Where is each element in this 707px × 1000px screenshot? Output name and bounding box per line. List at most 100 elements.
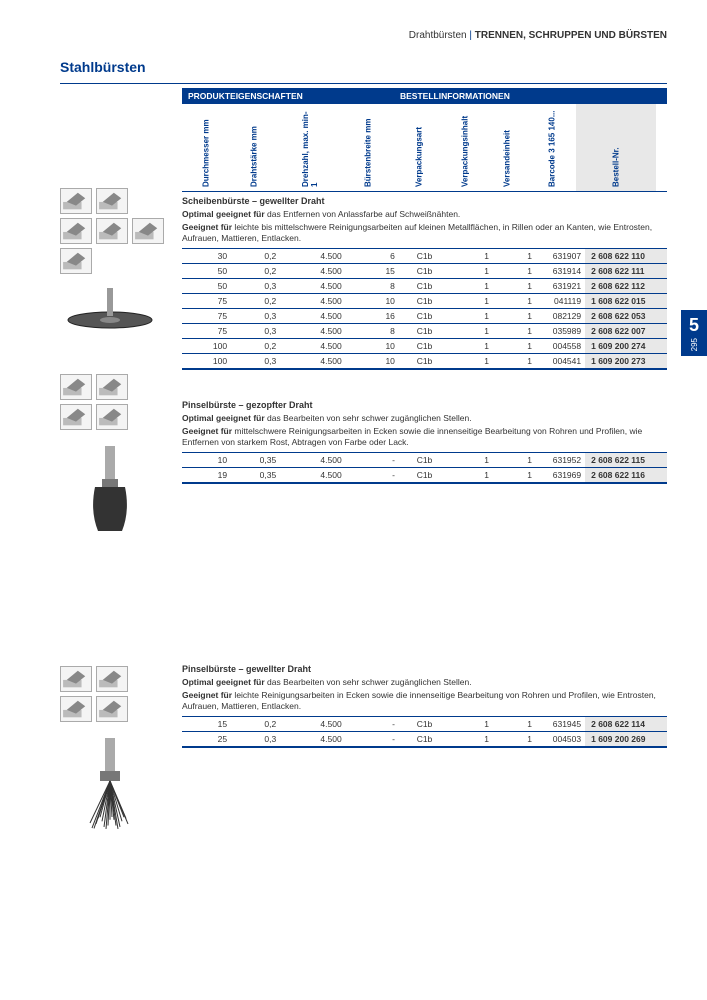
section-optimal: Optimal geeignet für das Bearbeiten von … [182, 413, 667, 423]
application-icon [132, 218, 164, 244]
table-cell: 1 [450, 248, 493, 263]
table-cell: 4.500 [280, 353, 345, 369]
table-row: 150,24.500-C1b116319452 608 622 114 [182, 716, 667, 731]
table-cell: 1 [493, 263, 536, 278]
table-cell: 75 [182, 308, 231, 323]
table-cell: 4.500 [280, 467, 345, 483]
table-cell: 1 [450, 323, 493, 338]
table-cell: C1b [399, 248, 450, 263]
column-headers: Durchmesser mm Drahtstärke mm Drehzahl, … [182, 104, 667, 192]
table-cell: 100 [182, 353, 231, 369]
table-row: 750,34.5008C1b110359892 608 622 007 [182, 323, 667, 338]
table-cell: 10 [182, 452, 231, 467]
table-cell: 10 [346, 353, 399, 369]
table-cell: 2 608 622 115 [585, 452, 667, 467]
table-cell: 4.500 [280, 278, 345, 293]
product-table: 100,354.500-C1b116319522 608 622 115190,… [182, 452, 667, 484]
table-cell: 082129 [536, 308, 585, 323]
table-cell: 1 [450, 731, 493, 747]
col-ship-unit: Versandeinheit [486, 104, 528, 191]
table-cell: 1 [493, 338, 536, 353]
table-cell: C1b [399, 278, 450, 293]
table-cell: 8 [346, 323, 399, 338]
table-cell: 0,3 [231, 731, 280, 747]
table-cell: 004503 [536, 731, 585, 747]
table-cell: 041119 [536, 293, 585, 308]
table-cell: 0,2 [231, 338, 280, 353]
table-cell: 1 608 622 015 [585, 293, 667, 308]
table-cell: 631969 [536, 467, 585, 483]
chapter-number: 5 [689, 315, 699, 336]
table-cell: C1b [399, 731, 450, 747]
table-cell: C1b [399, 716, 450, 731]
table-row: 1000,24.50010C1b110045581 609 200 274 [182, 338, 667, 353]
table-cell: 2 608 622 116 [585, 467, 667, 483]
table-cell: 19 [182, 467, 231, 483]
table-cell: - [346, 731, 399, 747]
col-wire-thickness: Drahtstärke mm [230, 104, 278, 191]
table-cell: 631914 [536, 263, 585, 278]
section-icons [60, 188, 170, 344]
table-cell: 75 [182, 293, 231, 308]
table-cell: 1 609 200 273 [585, 353, 667, 369]
table-cell: 50 [182, 278, 231, 293]
breadcrumb: Drahtbürsten | TRENNEN, SCHRUPPEN UND BÜ… [60, 30, 667, 41]
application-icon [96, 374, 128, 400]
application-icon [96, 666, 128, 692]
table-cell: 6 [346, 248, 399, 263]
table-row: 300,24.5006C1b116319072 608 622 110 [182, 248, 667, 263]
table-cell: 1 [450, 308, 493, 323]
table-cell: 1 [493, 452, 536, 467]
table-cell: 0,3 [231, 278, 280, 293]
breadcrumb-category: Drahtbürsten [409, 30, 467, 41]
table-cell: 1 [450, 716, 493, 731]
table-cell: 1 [493, 278, 536, 293]
table-cell: 2 608 622 114 [585, 716, 667, 731]
table-cell: 4.500 [280, 248, 345, 263]
section-icons [60, 374, 170, 546]
breadcrumb-sep: | [469, 30, 472, 41]
table-cell: 2 608 622 007 [585, 323, 667, 338]
table-cell: 1 [493, 731, 536, 747]
table-cell: 035989 [536, 323, 585, 338]
application-icon [60, 218, 92, 244]
table-cell: 631952 [536, 452, 585, 467]
application-icon [60, 404, 92, 430]
table-cell: 8 [346, 278, 399, 293]
product-table: 150,24.500-C1b116319452 608 622 114250,3… [182, 716, 667, 748]
table-header-bar: PRODUKTEIGENSCHAFTEN BESTELLINFORMATIONE… [182, 88, 667, 104]
section-title: Scheibenbürste – gewellter Draht [182, 196, 667, 206]
page-title: Stahlbürsten [60, 59, 667, 75]
product-section: Scheibenbürste – gewellter DrahtOptimal … [182, 196, 667, 370]
application-icon [60, 248, 92, 274]
application-icon [96, 696, 128, 722]
title-rule [60, 83, 667, 84]
page-tab: 5 295 [681, 310, 707, 356]
table-cell: C1b [399, 323, 450, 338]
col-order-no: Bestell-Nr. [576, 104, 656, 191]
application-icon [96, 218, 128, 244]
table-cell: 4.500 [280, 716, 345, 731]
table-cell: C1b [399, 308, 450, 323]
table-row: 750,34.50016C1b110821292 608 622 053 [182, 308, 667, 323]
table-cell: 1 [493, 353, 536, 369]
table-cell: 0,2 [231, 716, 280, 731]
table-cell: 1 609 200 274 [585, 338, 667, 353]
section-suitable: Geeignet für mittelschwere Reinigungsarb… [182, 426, 667, 449]
col-pack-type: Verpackungsart [394, 104, 444, 191]
table-cell: 15 [346, 263, 399, 278]
header-product-properties: PRODUKTEIGENSCHAFTEN [182, 88, 394, 104]
product-image [60, 280, 160, 344]
section-suitable: Geeignet für leichte Reinigungsarbeiten … [182, 690, 667, 713]
breadcrumb-main: TRENNEN, SCHRUPPEN UND BÜRSTEN [475, 30, 667, 41]
application-icon [96, 404, 128, 430]
table-row: 500,24.50015C1b116319142 608 622 111 [182, 263, 667, 278]
table-cell: 1 [450, 278, 493, 293]
col-brush-width: Bürstenbreite mm [342, 104, 394, 191]
table-cell: 4.500 [280, 338, 345, 353]
table-row: 750,24.50010C1b110411191 608 622 015 [182, 293, 667, 308]
table-row: 1000,34.50010C1b110045411 609 200 273 [182, 353, 667, 369]
table-cell: 1 [450, 338, 493, 353]
page-number: 295 [690, 338, 699, 351]
col-diameter: Durchmesser mm [182, 104, 230, 191]
